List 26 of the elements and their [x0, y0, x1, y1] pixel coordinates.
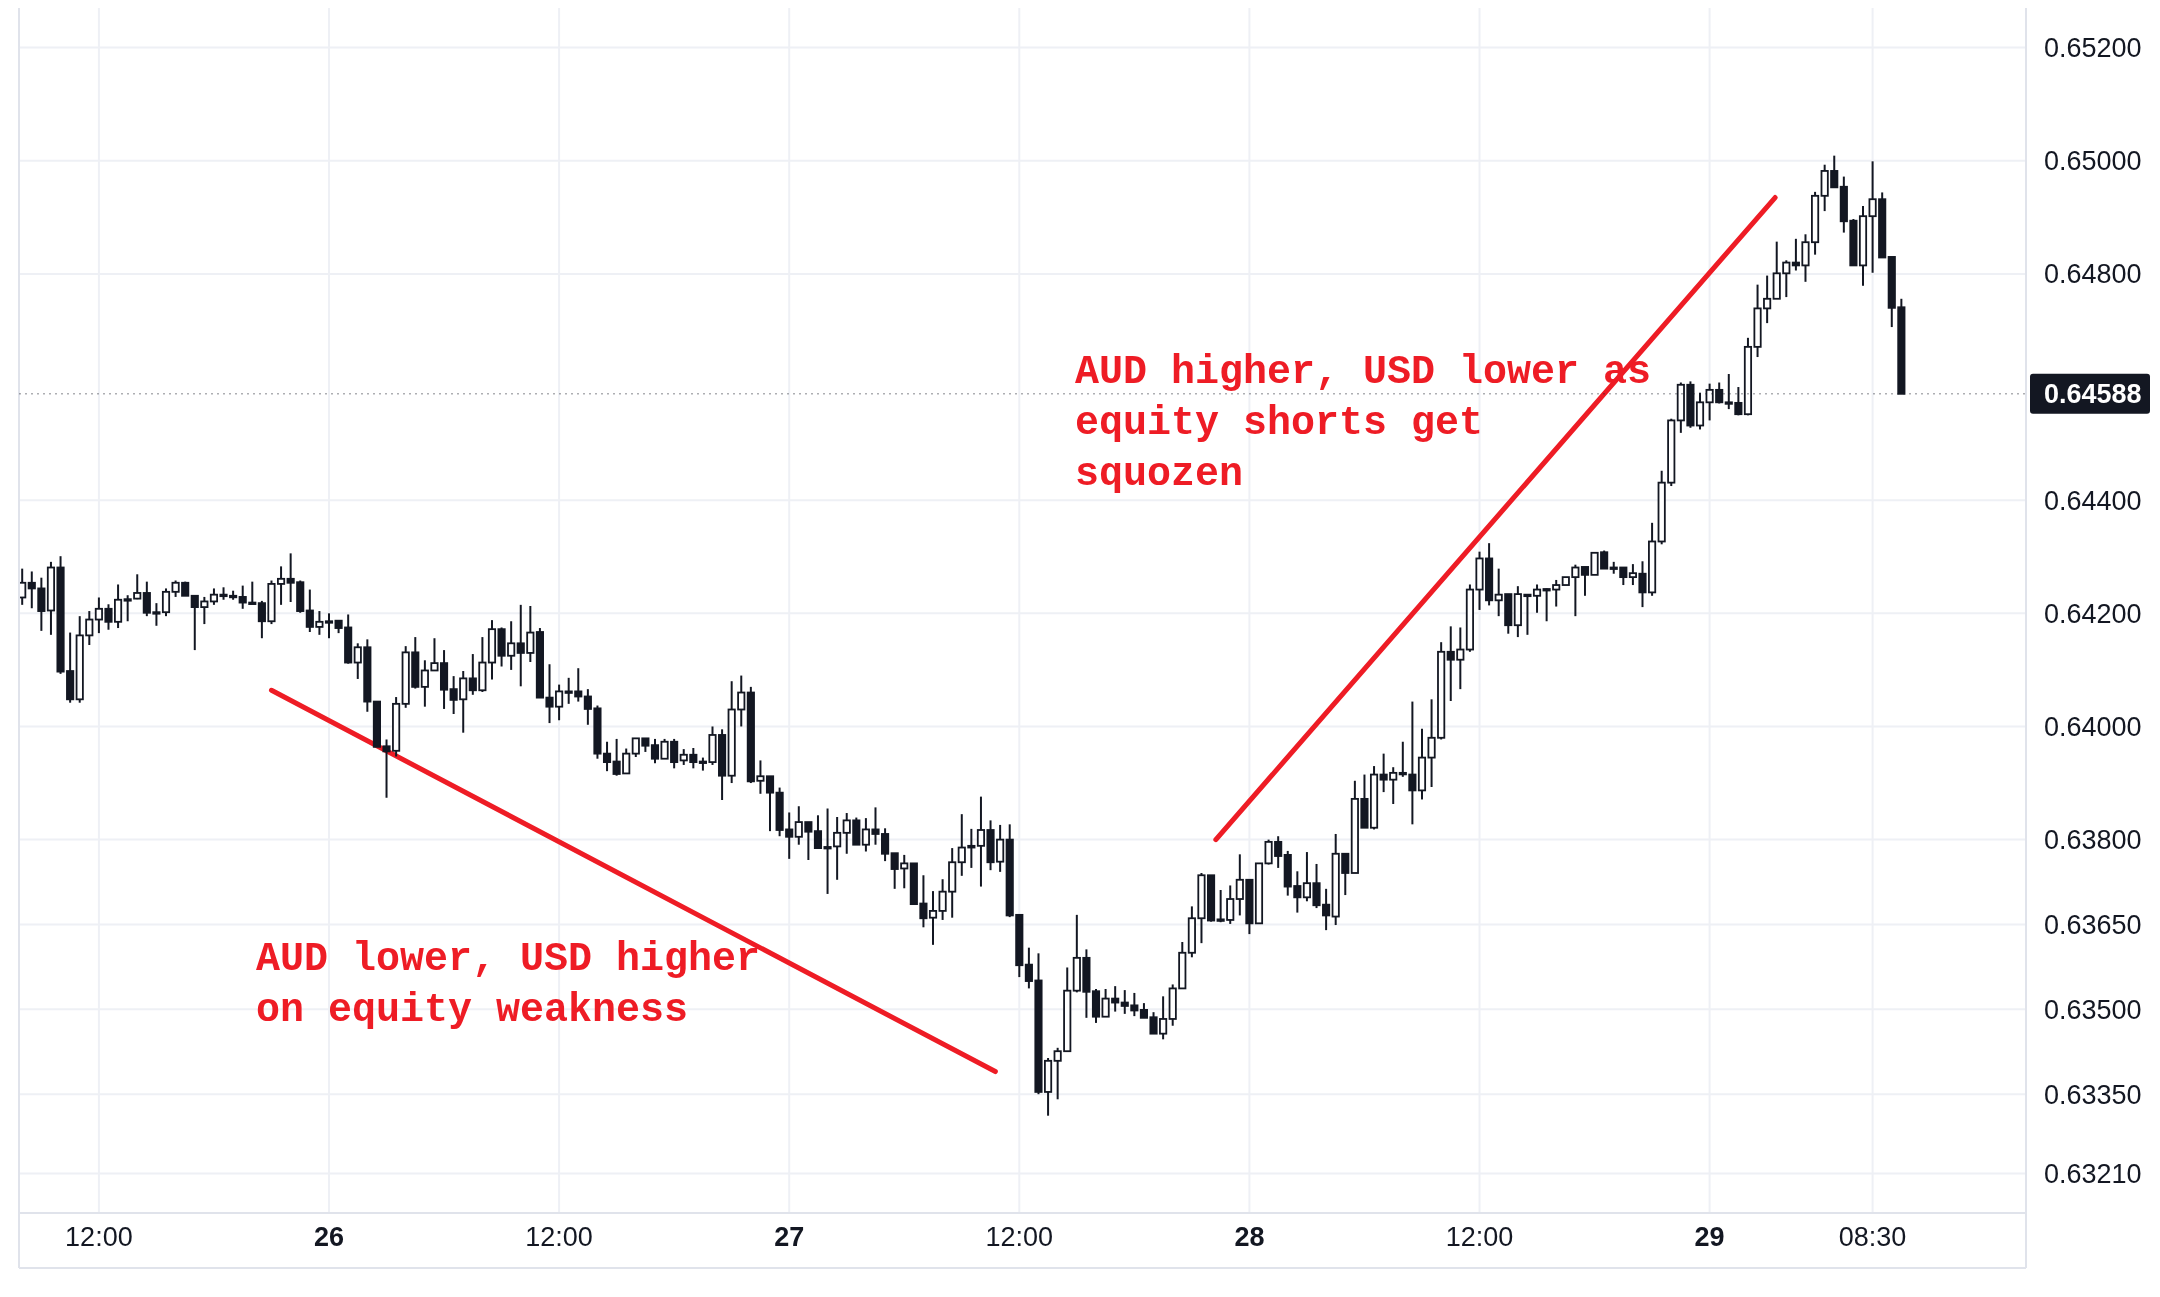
y-tick-label: 0.64000 — [2044, 711, 2142, 742]
y-tick-label: 0.65000 — [2044, 146, 2142, 177]
candlestick — [928, 890, 938, 946]
y-tick-label: 0.64800 — [2044, 259, 2142, 290]
candlestick — [161, 587, 171, 618]
x-tick-label: 12:00 — [65, 1222, 133, 1253]
x-tick-label: 08:30 — [1838, 1222, 1907, 1253]
x-tick-label: 27 — [774, 1222, 805, 1253]
y-tick-label: 0.65200 — [2044, 33, 2142, 64]
ref-line-label: 0.64588 — [2044, 379, 2142, 410]
y-tick-label: 0.63650 — [2044, 909, 2142, 940]
x-tick-label: 28 — [1234, 1222, 1265, 1253]
x-tick-label: 12:00 — [985, 1222, 1054, 1253]
annotation: AUD lower, USD higher on equity weakness — [256, 937, 761, 1033]
x-tick-label: 26 — [313, 1222, 345, 1253]
y-tick-label: 0.63800 — [2044, 825, 2142, 856]
candlestick — [324, 612, 334, 640]
x-tick-label: 12:00 — [525, 1222, 593, 1253]
y-tick-label: 0.64400 — [2044, 485, 2142, 516]
candlestick — [1695, 391, 1705, 431]
x-tick-label: 29 — [1694, 1222, 1725, 1253]
y-tick-label: 0.64200 — [2044, 598, 2142, 629]
y-tick-label: 0.63500 — [2044, 994, 2142, 1025]
y-tick-label: 0.63350 — [2044, 1079, 2142, 1110]
y-tick-label: 0.63210 — [2044, 1158, 2142, 1189]
x-tick-label: 12:00 — [1445, 1222, 1514, 1253]
